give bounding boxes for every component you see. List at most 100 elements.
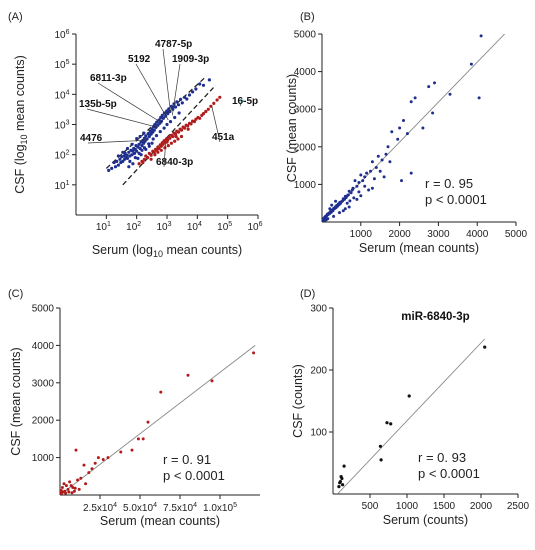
data-point xyxy=(372,177,376,181)
data-point xyxy=(166,144,170,148)
data-point xyxy=(90,467,94,471)
data-point xyxy=(207,78,211,82)
annotation-leader xyxy=(87,139,148,144)
data-point xyxy=(361,179,365,183)
data-point xyxy=(161,142,165,146)
data-point xyxy=(407,394,411,398)
data-point xyxy=(141,437,145,441)
data-point xyxy=(142,131,146,135)
data-point xyxy=(409,171,413,175)
data-point xyxy=(136,437,140,441)
y-tick-label: 2000 xyxy=(294,142,317,153)
data-point xyxy=(159,148,163,152)
data-point xyxy=(173,132,178,136)
data-point xyxy=(390,130,394,134)
data-point xyxy=(187,93,192,97)
data-point xyxy=(369,169,372,173)
data-point xyxy=(113,165,118,169)
data-point xyxy=(168,109,172,114)
data-point xyxy=(74,448,78,452)
data-point xyxy=(385,421,389,425)
annotation-label: 1909-3p xyxy=(172,54,209,65)
data-point xyxy=(139,153,143,157)
y-tick-label: 200 xyxy=(310,366,327,377)
data-point xyxy=(140,148,144,152)
data-point xyxy=(87,471,91,475)
data-point xyxy=(70,491,74,495)
p-value: p < 0.0001 xyxy=(425,192,487,207)
data-point xyxy=(125,146,130,151)
data-point xyxy=(77,487,81,491)
data-point xyxy=(338,211,341,215)
annotation-label: 451a xyxy=(212,132,235,143)
data-point xyxy=(82,463,86,467)
data-point xyxy=(400,179,403,183)
y-tick-label: 4000 xyxy=(294,67,317,78)
data-point xyxy=(151,137,155,141)
data-point xyxy=(153,122,157,127)
data-point xyxy=(137,162,141,166)
data-point xyxy=(106,456,110,460)
panel-label: (D) xyxy=(300,288,315,300)
annotation-label: 135b-5p xyxy=(79,99,117,110)
data-point xyxy=(171,134,175,139)
data-point xyxy=(175,100,179,104)
data-point xyxy=(345,201,349,205)
data-point xyxy=(150,141,154,145)
data-point xyxy=(355,184,359,188)
data-point xyxy=(179,128,184,132)
threshold-line xyxy=(122,84,217,186)
y-tick-label: 101 xyxy=(54,180,69,192)
data-point xyxy=(370,186,374,190)
data-point xyxy=(469,62,473,66)
data-point xyxy=(72,489,76,493)
data-point xyxy=(176,130,181,134)
x-tick-label: 5.0x104 xyxy=(123,502,157,514)
panel-d: (D) 500 1000 1500 2000 2500 100 200 300 Serum (co… xyxy=(291,288,530,527)
y-tick-label: 3000 xyxy=(32,378,55,389)
points xyxy=(107,78,244,172)
y-tick-label: 100 xyxy=(310,428,327,439)
data-point xyxy=(146,420,150,424)
annotation-label: 16-5p xyxy=(232,96,258,107)
data-point xyxy=(130,153,134,157)
data-point xyxy=(357,190,361,194)
data-point xyxy=(121,159,125,163)
y-tick-label: 1000 xyxy=(294,180,317,191)
data-point xyxy=(192,120,196,124)
x-axis-label: Serum (mean counts) xyxy=(359,241,479,255)
data-point xyxy=(173,115,177,120)
data-point xyxy=(66,487,70,491)
y-tick-label: 5000 xyxy=(294,30,317,41)
data-point xyxy=(402,119,405,122)
data-point xyxy=(342,464,346,468)
data-point xyxy=(101,458,105,461)
data-point xyxy=(201,83,206,87)
data-point xyxy=(60,489,63,492)
data-point xyxy=(477,96,481,100)
data-point xyxy=(191,90,195,94)
x-tick-label: 102 xyxy=(126,221,141,233)
x-tick-label: 2000 xyxy=(470,501,493,512)
data-point xyxy=(147,142,151,146)
annotation-label: 4476 xyxy=(80,133,103,144)
x-tick-label: 106 xyxy=(247,221,262,233)
data-point xyxy=(127,150,131,154)
y-tick-label: 5000 xyxy=(32,304,55,315)
y-tick-label: 3000 xyxy=(294,105,317,116)
data-point xyxy=(165,109,169,113)
data-point xyxy=(69,484,73,488)
data-point xyxy=(186,127,190,131)
data-point xyxy=(174,134,178,139)
annotation-label: 5192 xyxy=(128,54,151,65)
points xyxy=(60,351,256,495)
data-point xyxy=(386,145,390,149)
y-tick-label: 103 xyxy=(54,120,69,132)
data-point xyxy=(165,122,169,127)
data-point xyxy=(374,166,378,169)
x-tick-label: 1000 xyxy=(396,501,419,512)
data-point xyxy=(323,218,327,222)
data-point xyxy=(135,137,139,141)
data-point xyxy=(370,160,374,164)
data-point xyxy=(194,87,198,91)
